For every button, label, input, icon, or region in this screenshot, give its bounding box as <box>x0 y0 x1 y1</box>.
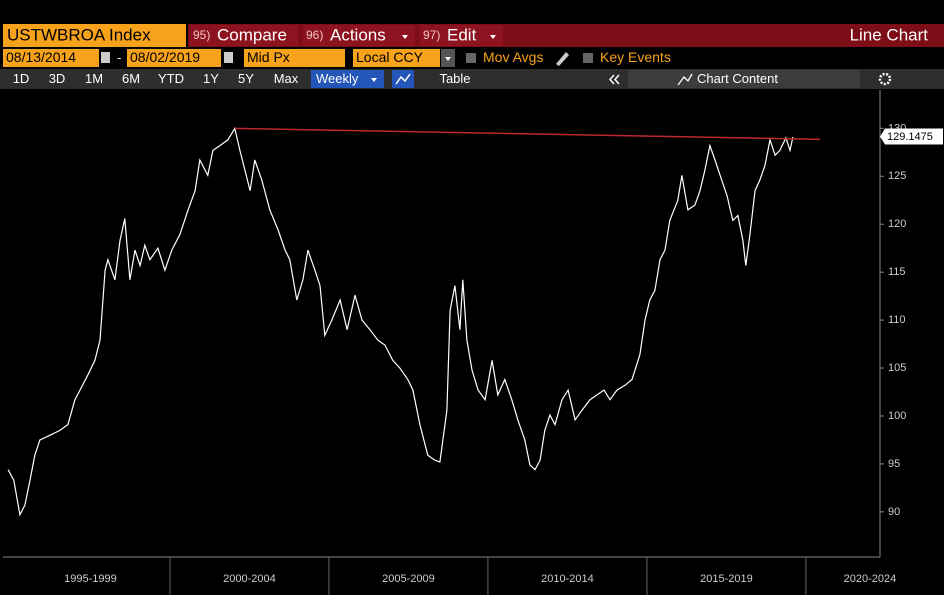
start-date-box[interactable] <box>3 49 99 67</box>
x-tick-label: 2000-2004 <box>223 573 276 585</box>
y-tick-label: 90 <box>888 506 900 518</box>
period-button[interactable]: 1M <box>85 71 103 86</box>
checkbox[interactable] <box>583 53 593 63</box>
currency-box[interactable] <box>353 49 440 67</box>
option: Key Events <box>600 49 671 65</box>
currency: Local CCY <box>356 49 424 65</box>
y-tick-label: 115 <box>888 266 906 278</box>
x-tick-label: 2010-2014 <box>541 573 594 585</box>
period-button[interactable]: 3D <box>49 71 66 86</box>
pencil-icon <box>556 52 569 66</box>
x-tick-label: 1995-1999 <box>64 573 117 585</box>
calendar-icon[interactable] <box>224 52 233 63</box>
checkbox[interactable] <box>466 53 476 63</box>
button-label: Edit <box>447 25 477 44</box>
end-date: 08/02/2019 <box>130 49 200 65</box>
x-tick-label: 2005-2009 <box>382 573 435 585</box>
command-button[interactable] <box>190 25 298 46</box>
y-tick-label: 95 <box>888 458 900 470</box>
y-tick-label: 125 <box>888 170 906 182</box>
period-button[interactable]: 6M <box>122 71 140 86</box>
chart-content-box[interactable] <box>628 70 860 88</box>
table-button[interactable]: Table <box>439 71 470 86</box>
period-button[interactable]: 1Y <box>203 71 219 86</box>
period-button[interactable]: 1D <box>13 71 30 86</box>
x-tick-label: 2020-2024 <box>844 573 897 585</box>
command-bar <box>188 24 944 47</box>
frequency: Weekly <box>316 71 359 86</box>
settings-icon[interactable] <box>878 72 892 86</box>
period-button[interactable]: 5Y <box>238 71 254 86</box>
chart-content-icon <box>677 73 693 86</box>
button-label: Compare <box>217 25 287 44</box>
collapse-icon[interactable] <box>608 74 620 85</box>
y-tick-label: 100 <box>888 410 906 422</box>
x-tick-label: 2015-2019 <box>700 573 753 585</box>
period-button[interactable]: Max <box>274 71 299 86</box>
button-number: 96) <box>306 28 323 42</box>
dropdown-arrow <box>371 78 377 82</box>
ticker: USTWBROA Index <box>7 25 151 44</box>
y-tick-label: 120 <box>888 218 906 230</box>
button-number: 95) <box>193 28 210 42</box>
end-date-box[interactable] <box>127 49 221 67</box>
dropdown-arrow <box>490 35 496 39</box>
button-number: 97) <box>423 28 440 42</box>
y-tick-label: 105 <box>888 362 906 374</box>
ticker-box[interactable] <box>3 24 186 47</box>
frequency-box[interactable] <box>311 70 384 88</box>
dropdown-arrow <box>402 35 408 39</box>
price-field-box[interactable] <box>244 49 345 67</box>
view-name: Line Chart <box>850 25 929 44</box>
command-button[interactable] <box>303 25 415 46</box>
last-price-label: 129.1475 <box>887 131 933 143</box>
command-button[interactable] <box>420 25 503 46</box>
chart-content: Chart Content <box>697 71 778 86</box>
chart-type-icon <box>395 73 411 85</box>
calendar-icon[interactable] <box>101 52 110 63</box>
trend-line <box>234 127 820 141</box>
last-price-tag <box>880 128 943 145</box>
period-button[interactable]: YTD <box>158 71 184 86</box>
start-date: 08/13/2014 <box>6 49 76 65</box>
y-tick-label: 110 <box>888 314 906 326</box>
option: Mov Avgs <box>483 49 543 65</box>
button-label: Actions <box>330 25 386 44</box>
date-separator: - <box>117 50 121 65</box>
price-line <box>7 126 794 517</box>
dropdown-arrow <box>445 57 451 61</box>
price-field: Mid Px <box>247 49 290 65</box>
